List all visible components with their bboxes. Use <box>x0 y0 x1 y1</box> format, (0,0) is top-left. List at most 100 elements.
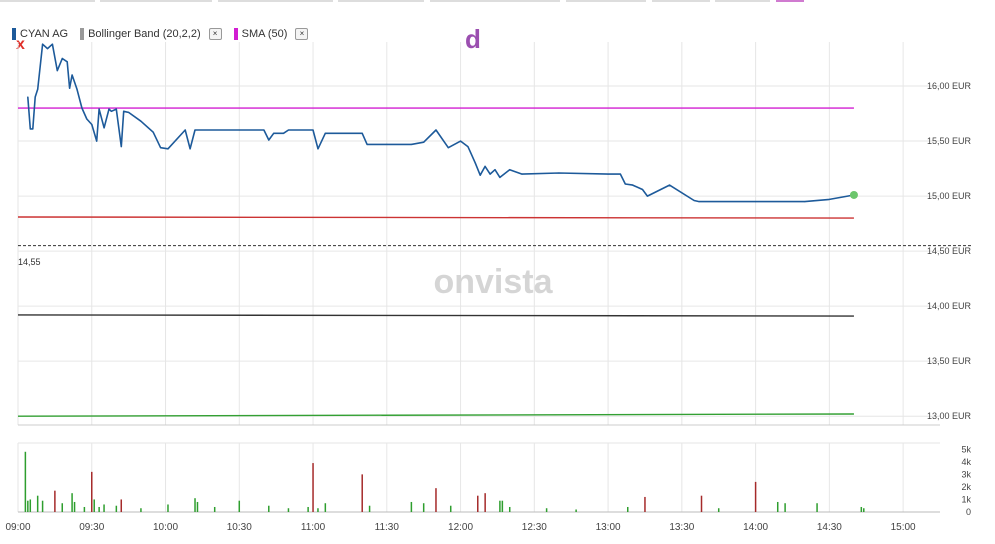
volume-bar <box>36 495 39 512</box>
top-tab[interactable] <box>100 0 212 2</box>
indicator-lines <box>17 107 972 417</box>
price-point <box>37 88 39 90</box>
price-point <box>312 129 314 131</box>
price-point <box>607 173 609 175</box>
price-point <box>366 143 368 145</box>
price-point <box>120 145 122 148</box>
top-tab[interactable] <box>0 0 95 2</box>
volume-bar <box>545 508 548 512</box>
y-tick-label: 13,00 EUR <box>927 411 972 421</box>
price-point <box>184 129 186 131</box>
volume-bar <box>477 495 479 512</box>
axis-labels: 09:00 09:30 10:00 10:30 11:00 11:30 12:00 12:30… <box>5 81 971 533</box>
price-point <box>69 87 71 89</box>
price-point <box>459 140 462 142</box>
volume-bar <box>422 503 425 512</box>
bollinger-band-line <box>17 413 854 417</box>
price-point <box>698 200 700 203</box>
volume-bar <box>93 499 95 512</box>
y-tick-label: 16,00 EUR <box>927 81 972 91</box>
price-point <box>110 110 113 112</box>
volume-bar <box>575 509 577 512</box>
price-point <box>435 129 437 131</box>
price-point <box>189 148 191 150</box>
top-tab[interactable] <box>715 0 770 2</box>
price-point <box>558 172 560 174</box>
x-tick-label: 13:30 <box>669 522 694 533</box>
price-point <box>423 141 425 143</box>
volume-bar <box>700 495 703 512</box>
volume-bar <box>41 500 44 512</box>
price-series <box>27 43 858 203</box>
top-tab[interactable] <box>218 0 333 2</box>
price-point <box>337 132 339 134</box>
legend-item-bollinger: Bollinger Band (20,2,2) × <box>80 28 222 40</box>
y-tick-label: 14,00 EUR <box>927 301 972 311</box>
top-tab[interactable] <box>652 0 710 2</box>
price-point <box>489 173 491 175</box>
volume-bar <box>717 508 720 512</box>
price-point <box>128 111 130 114</box>
price-point <box>91 123 93 126</box>
volume-bar <box>501 500 504 512</box>
legend-item-sma: SMA (50) × <box>233 28 309 40</box>
price-point <box>108 108 110 110</box>
volume-tick-label: 2k <box>961 482 971 492</box>
price-point <box>521 173 523 175</box>
price-point <box>624 183 626 185</box>
volume-bar <box>754 481 757 512</box>
price-point <box>282 132 285 134</box>
price-point <box>447 147 449 149</box>
price-point <box>66 61 68 63</box>
volume-bar <box>103 504 105 512</box>
legend-label: CYAN AG <box>20 28 69 40</box>
top-tab[interactable] <box>566 0 646 2</box>
top-tab-active[interactable] <box>776 0 804 2</box>
price-point <box>81 107 83 109</box>
price-point <box>263 129 265 131</box>
remove-bollinger-button[interactable]: × <box>208 28 222 40</box>
x-tick-label: 13:00 <box>596 522 621 533</box>
volume-bar <box>213 506 216 512</box>
volume-bar <box>317 508 319 512</box>
price-point <box>194 129 196 131</box>
price-point <box>474 162 476 164</box>
top-tab[interactable] <box>430 0 560 2</box>
volume-bar <box>91 471 93 512</box>
volume-bars <box>24 451 865 512</box>
price-point <box>29 128 31 130</box>
volume-tick-label: 0 <box>966 507 971 517</box>
price-point <box>76 88 78 90</box>
volume-bar <box>449 505 452 512</box>
x-tick-label: 12:00 <box>448 522 473 533</box>
y-tick-label: 15,50 EUR <box>927 136 972 146</box>
volume-bar <box>83 506 86 512</box>
volume-bar <box>860 506 863 512</box>
price-line <box>27 43 855 203</box>
price-point <box>324 132 326 134</box>
legend-label: Bollinger Band (20,2,2) <box>88 28 201 40</box>
remove-sma-button[interactable]: × <box>295 28 309 40</box>
price-point <box>287 129 290 131</box>
volume-bar <box>120 499 123 512</box>
price-point <box>386 143 388 145</box>
chart-grid <box>17 42 940 513</box>
price-point <box>61 57 63 60</box>
annotation-d-marker: d <box>465 24 481 54</box>
price-point <box>32 128 34 130</box>
price-point <box>467 145 469 148</box>
price-point <box>484 165 486 167</box>
bollinger-band-line <box>17 216 854 219</box>
legend-swatch <box>12 28 16 40</box>
volume-bar <box>499 500 501 512</box>
volume-bar <box>361 474 363 512</box>
top-tab[interactable] <box>338 0 424 2</box>
volume-bar <box>196 501 199 512</box>
volume-bar <box>324 503 327 512</box>
volume-bar <box>410 501 413 512</box>
current-price-label: 14,55 <box>18 257 41 267</box>
volume-bar <box>626 506 629 512</box>
volume-bar <box>167 504 169 512</box>
volume-bar <box>24 451 27 512</box>
